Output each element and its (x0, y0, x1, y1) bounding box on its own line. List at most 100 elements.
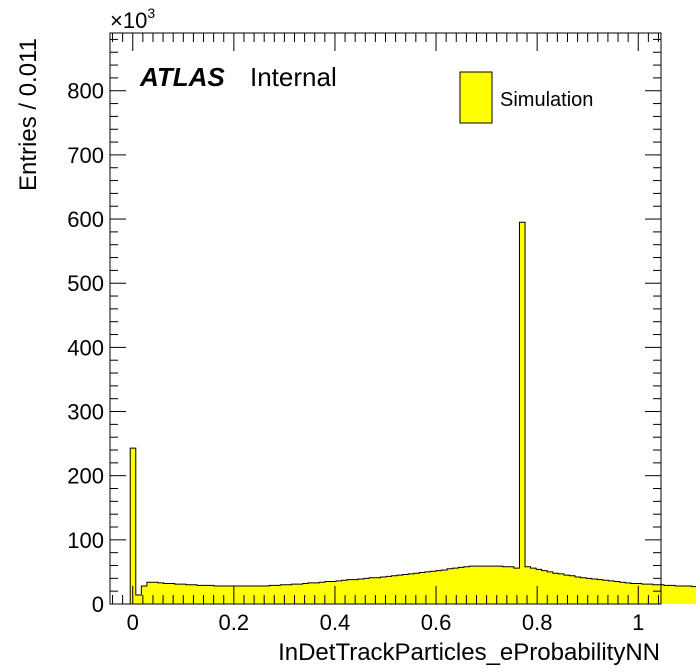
y-tick-label: 800 (67, 79, 104, 104)
histogram-bar (235, 586, 242, 604)
x-axis-title: InDetTrackParticles_eProbabilityNN (278, 639, 660, 666)
histogram-bar (252, 586, 259, 604)
histogram-bar (291, 584, 298, 604)
internal-label: Internal (250, 62, 337, 92)
histogram-bar (630, 583, 637, 604)
histogram-bar (269, 585, 276, 604)
histogram-bar (447, 568, 454, 604)
histogram-bar (680, 586, 687, 604)
histogram-bar (424, 571, 431, 604)
histogram-bar (413, 573, 420, 604)
histogram-bar (664, 585, 670, 604)
histogram-bar (313, 582, 320, 604)
y-tick-label: 400 (67, 335, 104, 360)
histogram-bar (497, 566, 504, 604)
histogram-bar (652, 584, 659, 604)
histogram-bar (625, 582, 632, 604)
y-tick-label: 500 (67, 271, 104, 296)
x-tick-label: 0.6 (421, 610, 452, 635)
x-tick-label: 0.2 (219, 610, 250, 635)
histogram-bar (224, 586, 231, 604)
x-tick-label: 1 (632, 610, 644, 635)
histogram-bar (591, 578, 598, 604)
histogram-bar (380, 577, 387, 604)
y-tick-label: 0 (92, 592, 104, 617)
histogram-bar (302, 583, 309, 604)
histogram-bar (208, 585, 215, 604)
histogram-bar (280, 584, 287, 604)
histogram-bar (586, 578, 593, 604)
histogram-bar (558, 573, 565, 604)
histogram-bar (675, 586, 682, 604)
histogram-bar (213, 586, 220, 604)
histogram-bar (363, 578, 370, 604)
histogram-bar (469, 566, 476, 604)
histogram-bar (480, 566, 487, 604)
histogram-bar (202, 585, 209, 604)
histogram-bar (219, 586, 226, 604)
y-multiplier: ×103 (110, 5, 155, 33)
histogram-bar (258, 586, 265, 604)
histogram-bar (141, 586, 148, 604)
histogram-bar (458, 567, 465, 604)
histogram-bar (369, 577, 376, 604)
histogram-bar (397, 575, 404, 604)
y-tick-label: 700 (67, 143, 104, 168)
histogram-bar (174, 584, 181, 604)
histogram-bar (491, 566, 498, 604)
histogram-bar (641, 584, 648, 604)
y-multiplier-base: ×10 (110, 8, 147, 33)
histogram-bar (158, 582, 164, 604)
histogram-bar (285, 584, 292, 604)
histogram-bar (374, 577, 381, 604)
histogram-bar (602, 580, 609, 604)
histogram-bar (569, 575, 576, 604)
histogram-bar (319, 582, 326, 604)
histogram-bar (152, 582, 159, 604)
legend-swatch (459, 71, 493, 124)
histogram-bar (146, 582, 153, 604)
histogram-bar (608, 580, 615, 604)
histogram-bar (185, 584, 192, 604)
histogram-bar (135, 595, 142, 604)
histogram-bar (513, 568, 520, 604)
histogram-bar (180, 584, 187, 604)
y-tick-label: 200 (67, 464, 104, 489)
histogram-bar (191, 584, 198, 604)
histogram-bar (486, 566, 493, 604)
histogram-bar (246, 586, 253, 604)
histogram-bar (525, 566, 531, 604)
histogram-bar (196, 585, 203, 604)
histogram-bar (352, 579, 359, 604)
histogram-bar (691, 586, 696, 604)
histogram-bar (230, 586, 237, 604)
plot-frame (109, 32, 662, 605)
histogram-bar (636, 583, 643, 604)
histogram-bar (436, 570, 443, 604)
y-axis-title: Entries / 0.011 (15, 38, 42, 191)
atlas-label: ATLAS (139, 62, 225, 92)
histogram-bar (308, 582, 315, 604)
histogram-bar (402, 574, 409, 604)
histogram-bar (580, 577, 587, 604)
tick-labels: 0 0.2 0.4 0.6 0.8 1 0 100 200 300 400 500 600 700 800 (67, 79, 644, 635)
histogram-bar (508, 566, 515, 604)
histogram-bar (474, 566, 481, 604)
x-tick-label: 0.4 (320, 610, 351, 635)
histogram-bar (430, 571, 437, 604)
histogram-bar (330, 581, 337, 604)
histogram-bar (297, 584, 303, 604)
histogram-bar (552, 573, 559, 604)
histogram-bar (324, 581, 331, 604)
histogram-bar (536, 569, 543, 604)
histogram-bar (274, 585, 281, 604)
histogram-bar (347, 579, 354, 604)
y-tick-label: 300 (67, 400, 104, 425)
histogram-bar (386, 576, 392, 604)
histogram-bar (341, 580, 348, 604)
histogram-bar (130, 448, 137, 604)
histogram-bar (169, 583, 176, 604)
histogram-bar (519, 222, 526, 604)
histogram-outline (129, 221, 696, 604)
